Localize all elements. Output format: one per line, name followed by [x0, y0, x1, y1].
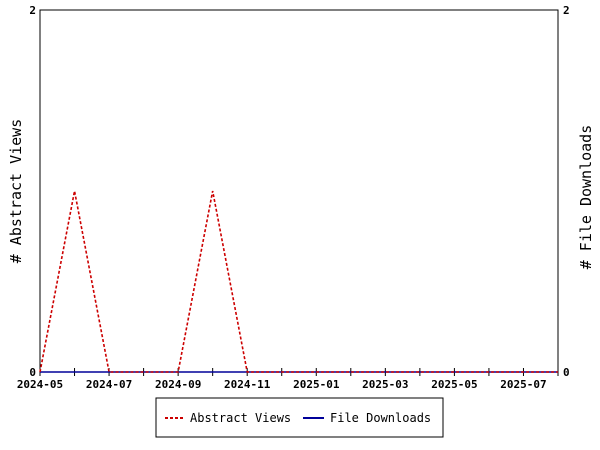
x-tick-label: 2025-07 — [500, 378, 546, 391]
y-axis-tick-labels: 0 0 2 2 — [29, 4, 569, 379]
legend-label-file-downloads: File Downloads — [330, 411, 431, 425]
y-tick-label-right: 2 — [563, 4, 570, 17]
x-tick-label: 2025-03 — [362, 378, 408, 391]
x-tick-label: 2024-09 — [155, 378, 201, 391]
y-tick-label-left: 0 — [29, 366, 36, 379]
legend-box — [155, 397, 444, 438]
legend: Abstract Views File Downloads — [155, 397, 444, 438]
x-tick-label: 2024-05 — [17, 378, 63, 391]
x-tick-label: 2025-05 — [431, 378, 477, 391]
x-tick-label: 2024-11 — [224, 378, 271, 391]
legend-label-abstract-views: Abstract Views — [190, 411, 291, 425]
y-axis-title-right: # File Downloads — [577, 125, 595, 270]
x-tick-label: 2025-01 — [293, 378, 340, 391]
y-tick-label-left: 2 — [29, 4, 36, 17]
y-axis-title-left: # Abstract Views — [7, 119, 25, 264]
series-line-abstract-views — [39, 190, 558, 373]
y-tick-label-right: 0 — [563, 366, 570, 379]
x-axis-tick-labels: 2024-05 2024-07 2024-09 2024-11 2025-01 2025-… — [17, 378, 547, 391]
plot-frame — [39, 9, 559, 373]
series-layer — [39, 190, 558, 373]
x-tick-label: 2024-07 — [86, 378, 132, 391]
plot-area — [39, 9, 559, 373]
